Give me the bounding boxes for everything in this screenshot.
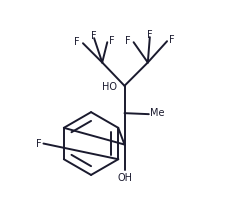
Text: Me: Me <box>150 108 165 118</box>
Text: OH: OH <box>117 173 132 183</box>
Text: F: F <box>36 139 41 149</box>
Text: HO: HO <box>102 82 117 92</box>
Text: F: F <box>170 35 175 45</box>
Text: F: F <box>125 36 130 46</box>
Text: F: F <box>91 31 97 41</box>
Text: F: F <box>147 30 153 40</box>
Text: F: F <box>74 37 80 47</box>
Text: F: F <box>109 36 114 46</box>
